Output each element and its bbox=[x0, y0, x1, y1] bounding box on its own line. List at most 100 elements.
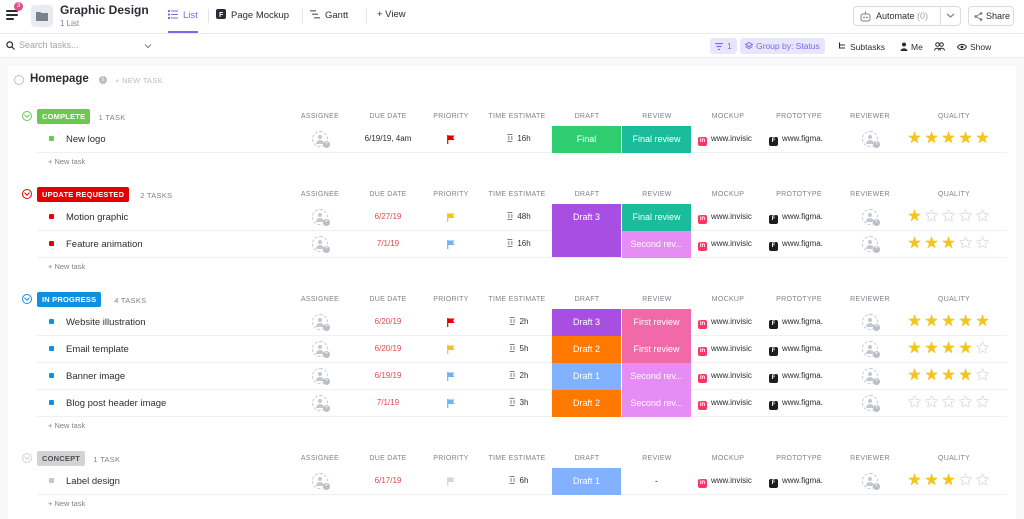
reviewer-avatar[interactable]: + bbox=[862, 341, 880, 358]
priority-flag-icon[interactable] bbox=[447, 372, 455, 381]
column-header-assignee[interactable]: ASSIGNEE bbox=[300, 191, 340, 198]
priority-flag-icon[interactable] bbox=[447, 399, 455, 408]
reviewer-avatar[interactable]: + bbox=[862, 314, 880, 331]
chevron-down-icon[interactable] bbox=[946, 12, 955, 19]
review-dropdown[interactable]: First review bbox=[622, 336, 691, 363]
status-square[interactable] bbox=[49, 400, 54, 405]
star-filled-icon[interactable]: ★ bbox=[907, 367, 922, 384]
priority-flag-icon[interactable] bbox=[447, 213, 455, 222]
column-header-estimate[interactable]: TIME ESTIMATE bbox=[488, 455, 546, 462]
space-title[interactable]: Graphic Design bbox=[60, 3, 149, 17]
add-assignee-icon[interactable]: + bbox=[323, 405, 330, 412]
star-filled-icon[interactable]: ★ bbox=[907, 313, 922, 330]
star-filled-icon[interactable]: ★ bbox=[941, 340, 956, 357]
status-square[interactable] bbox=[49, 478, 54, 483]
star-filled-icon[interactable]: ★ bbox=[907, 472, 922, 489]
status-square[interactable] bbox=[49, 241, 54, 246]
status-badge[interactable]: CONCEPT bbox=[37, 451, 86, 466]
time-estimate[interactable]: 16h bbox=[507, 239, 531, 248]
due-date[interactable]: 6/17/19 bbox=[374, 476, 402, 485]
time-estimate[interactable]: 48h bbox=[507, 212, 531, 221]
priority-flag-icon[interactable] bbox=[447, 240, 455, 249]
mockup-link[interactable]: in www.invisic bbox=[698, 371, 752, 383]
due-date[interactable]: 7/1/19 bbox=[376, 398, 400, 407]
column-header-priority[interactable]: PRIORITY bbox=[433, 113, 469, 120]
star-empty-icon[interactable]: ★ bbox=[958, 208, 973, 225]
task-name[interactable]: Motion graphic bbox=[66, 212, 129, 223]
show-button[interactable]: Show bbox=[956, 42, 991, 52]
column-header-reviewer[interactable]: REVIEWER bbox=[850, 191, 890, 198]
column-header-estimate[interactable]: TIME ESTIMATE bbox=[488, 296, 546, 303]
reviewer-avatar[interactable]: + bbox=[862, 473, 880, 490]
star-filled-icon[interactable]: ★ bbox=[907, 340, 922, 357]
time-estimate[interactable]: 16h bbox=[507, 134, 531, 143]
draft-dropdown[interactable]: Draft 1 bbox=[552, 363, 621, 390]
column-header-priority[interactable]: PRIORITY bbox=[433, 296, 469, 303]
task-name[interactable]: Label design bbox=[66, 476, 120, 487]
star-filled-icon[interactable]: ★ bbox=[907, 208, 922, 225]
review-dropdown[interactable]: Second rev... bbox=[622, 231, 691, 258]
add-assignee-icon[interactable]: + bbox=[323, 483, 330, 490]
time-estimate[interactable]: 2h bbox=[509, 371, 528, 380]
quality-rating[interactable]: ★ ★ ★ ★ ★ bbox=[906, 368, 991, 384]
star-filled-icon[interactable]: ★ bbox=[907, 235, 922, 252]
column-header-draft[interactable]: DRAFT bbox=[574, 191, 600, 198]
collapse-group-icon[interactable] bbox=[22, 189, 32, 199]
column-header-prototype[interactable]: PROTOTYPE bbox=[776, 113, 822, 120]
task-row[interactable]: Banner image +6/19/19 2h Draft 1 Second rev.… bbox=[37, 363, 1007, 390]
mockup-link[interactable]: in www.invisic bbox=[698, 317, 752, 329]
column-header-quality[interactable]: QUALITY bbox=[937, 296, 971, 303]
time-estimate[interactable]: 6h bbox=[509, 476, 528, 485]
star-filled-icon[interactable]: ★ bbox=[924, 130, 939, 147]
column-header-review[interactable]: REVIEW bbox=[642, 113, 672, 120]
column-header-priority[interactable]: PRIORITY bbox=[433, 191, 469, 198]
add-reviewer-icon[interactable]: + bbox=[873, 378, 880, 385]
assignee-avatar[interactable]: + bbox=[312, 341, 330, 358]
reviewer-avatar[interactable]: + bbox=[862, 395, 880, 412]
quality-rating[interactable]: ★ ★ ★ ★ ★ bbox=[906, 131, 991, 147]
column-header-due[interactable]: DUE DATE bbox=[369, 455, 407, 462]
star-empty-icon[interactable]: ★ bbox=[924, 208, 939, 225]
draft-dropdown[interactable]: Draft 2 bbox=[552, 390, 621, 417]
add-assignee-icon[interactable]: + bbox=[323, 219, 330, 226]
new-task-row[interactable]: + New task bbox=[48, 499, 86, 508]
collapse-group-icon[interactable] bbox=[22, 111, 32, 121]
due-date[interactable]: 6/19/19, 4am bbox=[364, 134, 412, 143]
column-header-mockup[interactable]: MOCKUP bbox=[711, 113, 745, 120]
review-dropdown[interactable]: First review bbox=[622, 309, 691, 336]
column-header-draft[interactable]: DRAFT bbox=[574, 296, 600, 303]
status-badge[interactable]: IN PROGRESS bbox=[37, 292, 102, 307]
assignee-avatar[interactable]: + bbox=[312, 131, 330, 148]
search-input[interactable] bbox=[19, 40, 139, 50]
add-reviewer-icon[interactable]: + bbox=[873, 324, 880, 331]
column-header-mockup[interactable]: MOCKUP bbox=[711, 296, 745, 303]
task-row[interactable]: Email template +6/20/19 5h Draft 2 First rev… bbox=[37, 336, 1007, 363]
column-header-review[interactable]: REVIEW bbox=[642, 455, 672, 462]
draft-dropdown[interactable]: Final bbox=[552, 126, 621, 153]
assignee-avatar[interactable]: + bbox=[312, 473, 330, 490]
star-filled-icon[interactable]: ★ bbox=[941, 313, 956, 330]
priority-flag-icon[interactable] bbox=[447, 345, 455, 354]
status-square[interactable] bbox=[49, 373, 54, 378]
add-assignee-icon[interactable]: + bbox=[323, 378, 330, 385]
star-empty-icon[interactable]: ★ bbox=[975, 394, 990, 411]
reviewer-avatar[interactable]: + bbox=[862, 209, 880, 226]
add-reviewer-icon[interactable]: + bbox=[873, 141, 880, 148]
search-box[interactable] bbox=[6, 40, 156, 54]
add-reviewer-icon[interactable]: + bbox=[873, 351, 880, 358]
filter-button[interactable]: 1 bbox=[710, 38, 737, 54]
assignee-avatar[interactable]: + bbox=[312, 314, 330, 331]
tab-page-mockup[interactable]: F Page Mockup bbox=[216, 9, 289, 33]
star-filled-icon[interactable]: ★ bbox=[924, 367, 939, 384]
draft-dropdown[interactable]: Draft 1 bbox=[552, 468, 621, 495]
task-row[interactable]: Motion graphic +6/27/19 48h Draft 3 Final re… bbox=[37, 204, 1007, 258]
star-filled-icon[interactable]: ★ bbox=[941, 130, 956, 147]
star-empty-icon[interactable]: ★ bbox=[907, 394, 922, 411]
collapse-group-icon[interactable] bbox=[22, 294, 32, 304]
time-estimate[interactable]: 5h bbox=[509, 344, 528, 353]
assignee-avatar[interactable]: + bbox=[312, 209, 330, 226]
column-header-quality[interactable]: QUALITY bbox=[937, 113, 971, 120]
